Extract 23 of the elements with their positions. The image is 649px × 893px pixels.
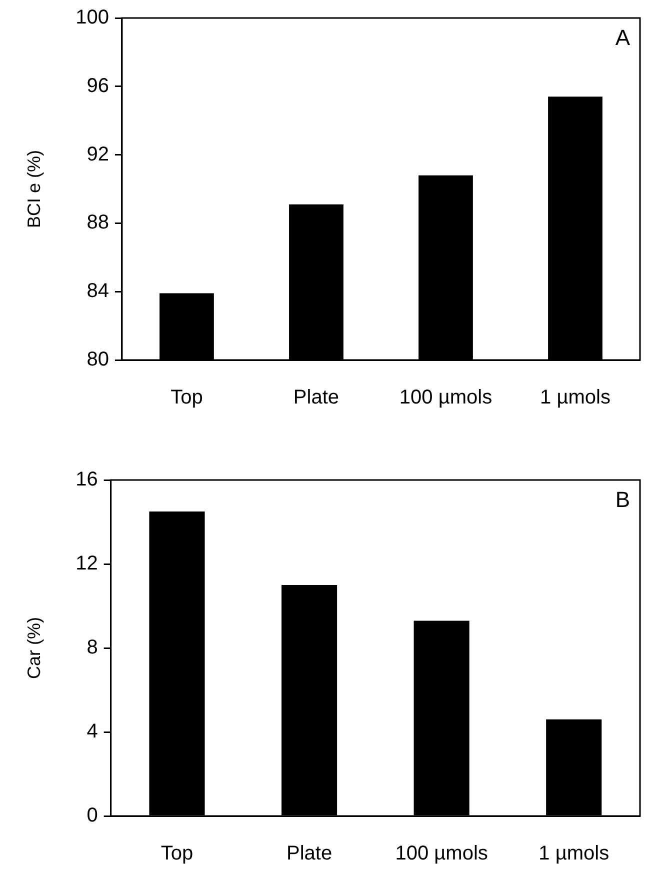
- x-tick-label: 1 µmols: [540, 386, 610, 409]
- x-tick-label: Top: [160, 842, 194, 865]
- y-tick-label: 0: [86, 804, 98, 827]
- y-tick-label: 16: [76, 468, 98, 491]
- x-tick-label: Top: [170, 386, 203, 409]
- x-tick-label: Plate: [293, 386, 340, 409]
- y-axis-title: BCI e (%): [24, 150, 44, 228]
- annotation: B: [615, 487, 630, 512]
- y-tick-label: 88: [86, 212, 109, 234]
- y-tick-label: 92: [86, 143, 109, 166]
- y-tick-label: 100: [76, 6, 109, 29]
- y-tick-label: 12: [76, 552, 98, 575]
- x-tick-label: Plate: [286, 842, 332, 865]
- y-axis-title: Car (%): [24, 617, 44, 679]
- x-tick-label: 1 µmols: [538, 842, 610, 865]
- x-tick-label: 100 µmols: [395, 842, 488, 865]
- annotation: A: [615, 25, 630, 50]
- y-tick-label: 8: [86, 636, 98, 659]
- x-tick-label: 100 µmols: [399, 386, 492, 409]
- y-tick-label: 4: [86, 720, 98, 743]
- y-tick-label: 80: [86, 348, 109, 371]
- y-tick-label: 96: [86, 74, 109, 97]
- y-tick-label: 84: [86, 280, 109, 302]
